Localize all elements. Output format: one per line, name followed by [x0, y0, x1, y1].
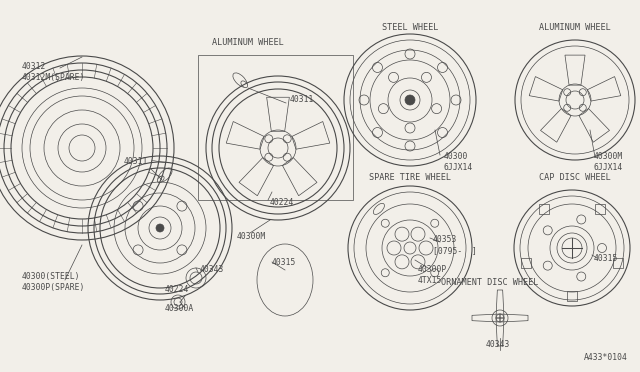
- Text: 40224: 40224: [165, 285, 189, 295]
- Text: STEEL WHEEL: STEEL WHEEL: [382, 23, 438, 32]
- Text: 40312
40312M(SPARE): 40312 40312M(SPARE): [22, 62, 85, 82]
- Text: 40343: 40343: [200, 266, 225, 275]
- Text: 40300M
6JJX14: 40300M 6JJX14: [594, 152, 623, 172]
- Bar: [198, 55, 353, 200]
- Text: 40300A: 40300A: [165, 304, 195, 313]
- Text: A433*0104: A433*0104: [584, 353, 628, 362]
- Bar: [539, 204, 548, 214]
- Text: SPARE TIRE WHEEL: SPARE TIRE WHEEL: [369, 173, 451, 182]
- Circle shape: [156, 224, 164, 232]
- Text: 40300P
4TX15: 40300P 4TX15: [418, 265, 447, 285]
- Text: 40224: 40224: [270, 198, 294, 207]
- Text: ALUMINUM WHEEL: ALUMINUM WHEEL: [212, 38, 284, 47]
- Text: 40311: 40311: [124, 157, 148, 167]
- Text: 40343: 40343: [486, 340, 510, 349]
- Ellipse shape: [233, 73, 247, 87]
- Text: 40311: 40311: [290, 96, 314, 105]
- Text: 40315: 40315: [594, 254, 618, 263]
- Text: 40300
6JJX14: 40300 6JJX14: [444, 152, 473, 172]
- Text: ALUMINUM WHEEL: ALUMINUM WHEEL: [539, 23, 611, 32]
- Ellipse shape: [373, 203, 385, 214]
- Bar: [567, 291, 577, 301]
- Text: 40300M: 40300M: [237, 232, 266, 241]
- Ellipse shape: [241, 81, 248, 87]
- Text: ORNAMENT DISC WHEEL: ORNAMENT DISC WHEEL: [442, 278, 539, 287]
- Circle shape: [405, 95, 415, 105]
- Bar: [522, 258, 531, 268]
- Ellipse shape: [158, 168, 172, 182]
- Text: 40315: 40315: [272, 258, 296, 267]
- Bar: [612, 258, 623, 268]
- Ellipse shape: [157, 176, 164, 183]
- Text: CAP DISC WHEEL: CAP DISC WHEEL: [539, 173, 611, 182]
- Text: 40300(STEEL)
40300P(SPARE): 40300(STEEL) 40300P(SPARE): [22, 272, 85, 292]
- Text: 40353
[0795-  ]: 40353 [0795- ]: [433, 235, 477, 255]
- Bar: [595, 204, 605, 214]
